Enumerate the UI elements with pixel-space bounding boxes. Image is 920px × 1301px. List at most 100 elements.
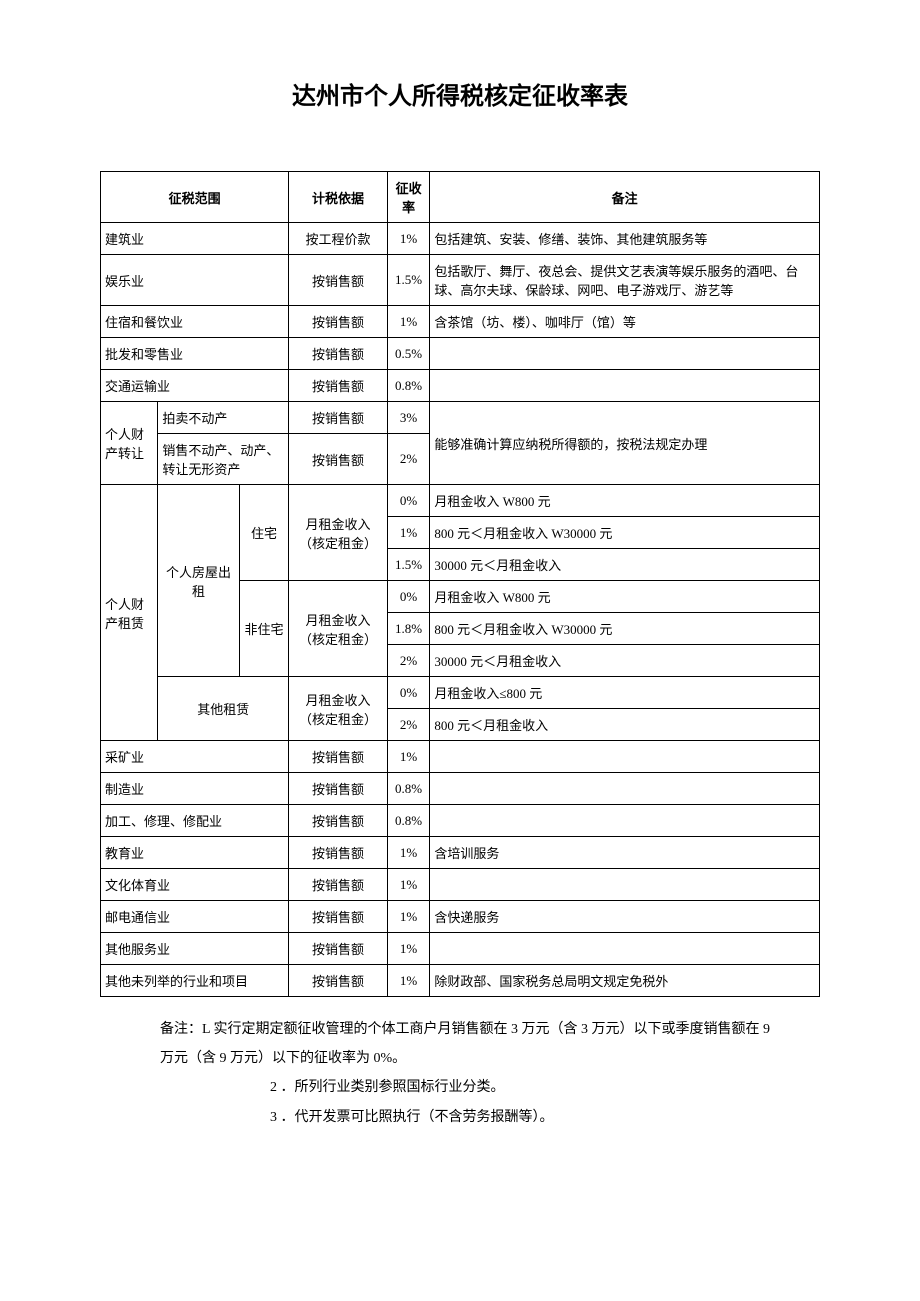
note-3: 3 ．代开发票可比照执行（不含劳务报酬等）。 <box>160 1105 820 1130</box>
cell-rate: 0% <box>387 677 430 709</box>
col-scope: 征税范围 <box>101 172 289 223</box>
cell-remark: 包括建筑、安装、修缮、装饰、其他建筑服务等 <box>430 223 820 255</box>
cell-rate: 3% <box>387 402 430 434</box>
cell-remark: 30000 元＜月租金收入 <box>430 645 820 677</box>
cell-basis: 按销售额 <box>289 933 388 965</box>
cell-scope: 加工、修理、修配业 <box>101 805 289 837</box>
cell-remark: 30000 元＜月租金收入 <box>430 549 820 581</box>
notes-section: 备注：L 实行定期定额征收管理的个体工商户月销售额在 3 万元（含 3 万元）以… <box>100 1017 820 1130</box>
cell-remark: 含茶馆（坊、楼）、咖啡厅（馆）等 <box>430 306 820 338</box>
cell-scope: 个人财产转让 <box>101 402 158 485</box>
table-row: 其他租赁 月租金收入（核定租金） 0% 月租金收入≤800 元 <box>101 677 820 709</box>
cell-scope: 批发和零售业 <box>101 338 289 370</box>
cell-scope: 娱乐业 <box>101 255 289 306</box>
cell-remark: 除财政部、国家税务总局明文规定免税外 <box>430 965 820 997</box>
cell-remark <box>430 741 820 773</box>
cell-remark <box>430 370 820 402</box>
cell-remark: 800 元＜月租金收入 <box>430 709 820 741</box>
table-row: 制造业 按销售额 0.8% <box>101 773 820 805</box>
cell-rate: 2% <box>387 645 430 677</box>
cell-rate: 0% <box>387 485 430 517</box>
cell-scope: 建筑业 <box>101 223 289 255</box>
cell-remark <box>430 805 820 837</box>
cell-rate: 1.5% <box>387 549 430 581</box>
table-row: 住宿和餐饮业 按销售额 1% 含茶馆（坊、楼）、咖啡厅（馆）等 <box>101 306 820 338</box>
table-row: 其他未列举的行业和项目 按销售额 1% 除财政部、国家税务总局明文规定免税外 <box>101 965 820 997</box>
table-row: 邮电通信业 按销售额 1% 含快递服务 <box>101 901 820 933</box>
table-row: 其他服务业 按销售额 1% <box>101 933 820 965</box>
cell-scope-sub: 个人房屋出租 <box>158 485 239 677</box>
cell-rate: 1% <box>387 306 430 338</box>
table-row: 文化体育业 按销售额 1% <box>101 869 820 901</box>
col-basis: 计税依据 <box>289 172 388 223</box>
cell-rate: 0.8% <box>387 805 430 837</box>
cell-scope-sub: 销售不动产、动产、转让无形资产 <box>158 434 289 485</box>
cell-basis: 按销售额 <box>289 338 388 370</box>
cell-remark <box>430 338 820 370</box>
cell-remark: 包括歌厅、舞厅、夜总会、提供文艺表演等娱乐服务的酒吧、台球、高尔夫球、保龄球、网… <box>430 255 820 306</box>
table-row: 交通运输业 按销售额 0.8% <box>101 370 820 402</box>
cell-scope: 其他未列举的行业和项目 <box>101 965 289 997</box>
cell-rate: 1% <box>387 933 430 965</box>
cell-rate: 1% <box>387 869 430 901</box>
table-row: 批发和零售业 按销售额 0.5% <box>101 338 820 370</box>
cell-basis: 月租金收入（核定租金） <box>289 677 388 741</box>
cell-rate: 1% <box>387 837 430 869</box>
cell-rate: 1.5% <box>387 255 430 306</box>
cell-rate: 1% <box>387 901 430 933</box>
cell-scope-sub: 拍卖不动产 <box>158 402 289 434</box>
page-title: 达州市个人所得税核定征收率表 <box>100 76 820 111</box>
cell-basis: 月租金收入（核定租金） <box>289 485 388 581</box>
cell-basis: 按销售额 <box>289 837 388 869</box>
note-1: 备注：L 实行定期定额征收管理的个体工商户月销售额在 3 万元（含 3 万元）以… <box>160 1017 820 1042</box>
table-row: 娱乐业 按销售额 1.5% 包括歌厅、舞厅、夜总会、提供文艺表演等娱乐服务的酒吧… <box>101 255 820 306</box>
cell-rate: 1% <box>387 223 430 255</box>
cell-rate: 2% <box>387 709 430 741</box>
cell-basis: 按销售额 <box>289 255 388 306</box>
cell-scope: 住宿和餐饮业 <box>101 306 289 338</box>
col-rate: 征收率 <box>387 172 430 223</box>
cell-basis: 按销售额 <box>289 901 388 933</box>
cell-remark <box>430 869 820 901</box>
cell-scope: 邮电通信业 <box>101 901 289 933</box>
note-2: 2 ．所列行业类别参照国标行业分类。 <box>160 1075 820 1100</box>
table-row: 教育业 按销售额 1% 含培训服务 <box>101 837 820 869</box>
cell-remark: 800 元＜月租金收入 W30000 元 <box>430 517 820 549</box>
cell-scope: 文化体育业 <box>101 869 289 901</box>
cell-scope: 采矿业 <box>101 741 289 773</box>
cell-remark: 月租金收入 W800 元 <box>430 581 820 613</box>
cell-scope-sub2: 住宅 <box>239 485 288 581</box>
table-row: 个人财产转让 拍卖不动产 按销售额 3% 能够准确计算应纳税所得额的，按税法规定… <box>101 402 820 434</box>
cell-remark: 含培训服务 <box>430 837 820 869</box>
cell-rate: 1.8% <box>387 613 430 645</box>
table-row: 采矿业 按销售额 1% <box>101 741 820 773</box>
cell-basis: 按销售额 <box>289 370 388 402</box>
cell-basis: 按销售额 <box>289 869 388 901</box>
cell-scope: 个人财产租赁 <box>101 485 158 741</box>
col-remark: 备注 <box>430 172 820 223</box>
cell-rate: 1% <box>387 517 430 549</box>
tax-rate-table: 征税范围 计税依据 征收率 备注 建筑业 按工程价款 1% 包括建筑、安装、修缮… <box>100 171 820 997</box>
cell-scope-sub2: 非住宅 <box>239 581 288 677</box>
cell-scope: 制造业 <box>101 773 289 805</box>
cell-rate: 1% <box>387 741 430 773</box>
cell-rate: 0% <box>387 581 430 613</box>
cell-remark: 含快递服务 <box>430 901 820 933</box>
cell-scope: 其他服务业 <box>101 933 289 965</box>
table-row: 加工、修理、修配业 按销售额 0.8% <box>101 805 820 837</box>
cell-basis: 按销售额 <box>289 306 388 338</box>
cell-scope: 交通运输业 <box>101 370 289 402</box>
cell-remark <box>430 933 820 965</box>
cell-rate: 0.8% <box>387 370 430 402</box>
table-row: 建筑业 按工程价款 1% 包括建筑、安装、修缮、装饰、其他建筑服务等 <box>101 223 820 255</box>
table-row: 个人财产租赁 个人房屋出租 住宅 月租金收入（核定租金） 0% 月租金收入 W8… <box>101 485 820 517</box>
cell-remark: 月租金收入≤800 元 <box>430 677 820 709</box>
cell-basis: 按销售额 <box>289 773 388 805</box>
cell-rate: 0.5% <box>387 338 430 370</box>
cell-basis: 按销售额 <box>289 402 388 434</box>
cell-basis: 按工程价款 <box>289 223 388 255</box>
cell-basis: 月租金收入（核定租金） <box>289 581 388 677</box>
note-1-cont: 万元（含 9 万元）以下的征收率为 0%。 <box>160 1046 820 1071</box>
header-row: 征税范围 计税依据 征收率 备注 <box>101 172 820 223</box>
cell-remark: 月租金收入 W800 元 <box>430 485 820 517</box>
